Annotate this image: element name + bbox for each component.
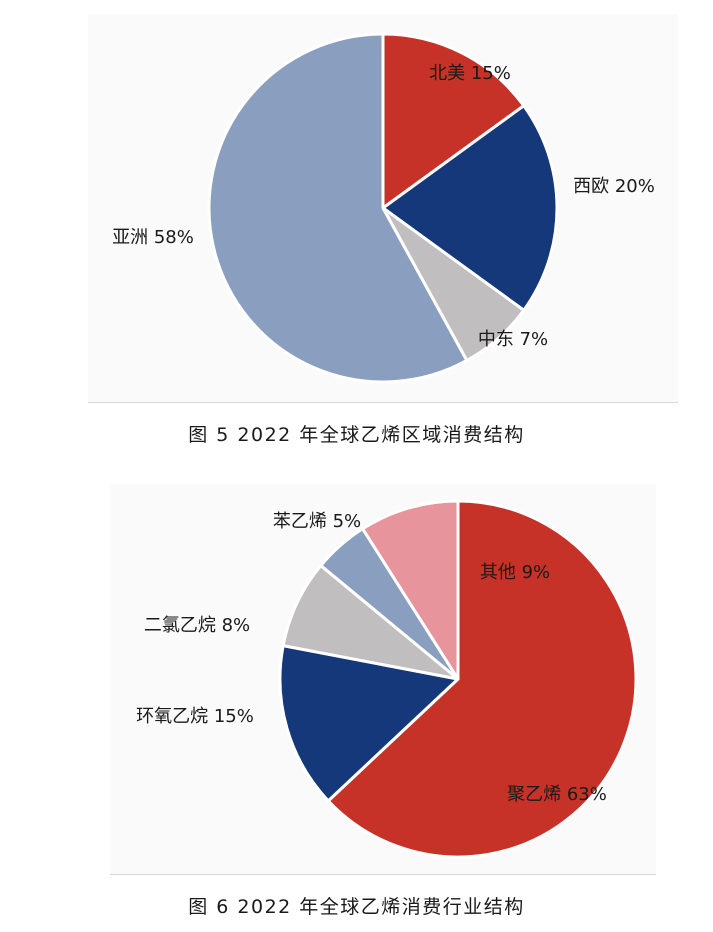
pie-slice-二氯乙烷 bbox=[281, 564, 460, 681]
slice-label-西欧: 西欧 20% bbox=[573, 176, 655, 197]
slice-label-聚乙烯: 聚乙烯 63% bbox=[507, 784, 607, 805]
pie-slice-西欧 bbox=[381, 104, 559, 312]
slice-label-北美: 北美 15% bbox=[429, 63, 511, 84]
figure-caption-6: 图 6 2022 年全球乙烯消费行业结构 bbox=[188, 896, 525, 918]
pie-slice-北美 bbox=[381, 32, 526, 210]
pie-slice-其他 bbox=[361, 499, 460, 681]
pie-slice-环氧乙烷 bbox=[278, 644, 460, 803]
figure-caption-5: 图 5 2022 年全球乙烯区域消费结构 bbox=[188, 424, 525, 446]
pie-slice-聚乙烯 bbox=[326, 499, 638, 859]
slice-label-其他: 其他 9% bbox=[480, 562, 550, 583]
slice-label-苯乙烯: 苯乙烯 5% bbox=[273, 511, 361, 532]
slice-label-环氧乙烷: 环氧乙烷 15% bbox=[136, 706, 254, 727]
pie-chart-2: 聚乙烯 63% 环氧乙烷 15% 二氯乙烷 8% 苯乙烯 5% 其他 9% bbox=[136, 499, 638, 859]
pie-slice-亚洲 bbox=[207, 32, 469, 384]
pie-chart-1: 北美 15% 西欧 20% 中东 7% 亚洲 58% bbox=[112, 32, 655, 384]
slice-label-亚洲: 亚洲 58% bbox=[112, 227, 194, 248]
slice-label-二氯乙烷: 二氯乙烷 8% bbox=[144, 615, 250, 636]
slice-label-中东: 中东 7% bbox=[478, 329, 548, 350]
